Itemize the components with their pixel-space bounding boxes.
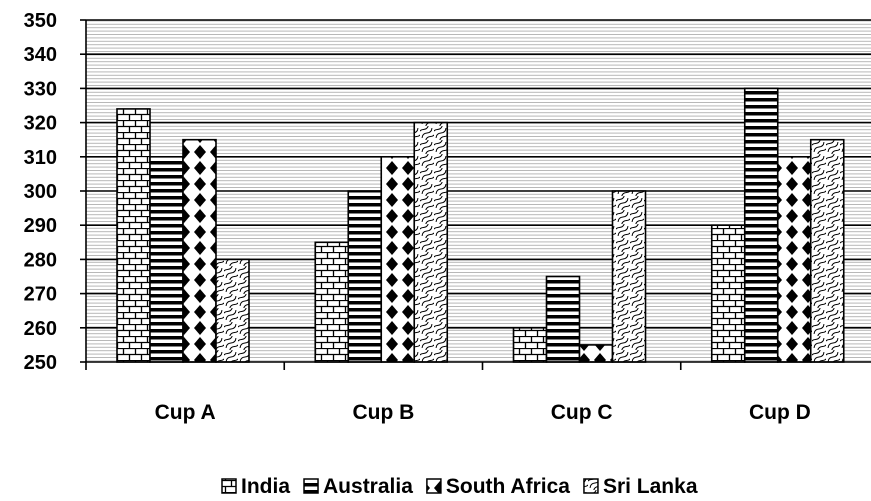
y-tick-label-270: 270 [24,284,57,306]
x-category-label-cup-c: Cup C [551,401,613,424]
bar-sri-lanka-cup-a [215,258,250,363]
bar-australia-cup-d [743,87,779,363]
bar-sri-lanka-cup-d [809,138,845,363]
y-tick-label-300: 300 [24,181,57,203]
bar-india-cup-d [710,224,746,363]
legend-swatch-south-africa [426,478,442,494]
x-category-label-cup-a: Cup A [155,401,216,424]
bar-south-africa-cup-d [776,156,812,363]
y-tick-label-250: 250 [24,352,57,374]
y-tick-label-330: 330 [24,78,57,100]
legend-label-sri-lanka: Sri Lanka [603,475,698,498]
bar-south-africa-cup-a [182,138,217,363]
x-axis-category-labels: Cup A Cup B Cup C Cup D [155,401,811,424]
bar-australia-cup-c [545,275,581,363]
bar-south-africa-cup-b [380,156,416,363]
x-category-label-cup-d: Cup D [749,401,811,424]
y-tick-label-280: 280 [24,249,57,271]
y-tick-label-290: 290 [24,215,57,237]
axes [80,19,871,370]
legend-label-india: India [241,475,290,498]
y-tick-label-260: 260 [24,318,57,340]
y-tick-label-340: 340 [24,44,57,66]
bar-south-africa-cup-c [578,344,614,363]
y-axis-tick-labels: 250 260 270 280 290 300 310 320 330 340 350 [24,10,57,374]
bar-australia-cup-b [347,190,383,363]
bar-india-cup-c [512,326,548,363]
bar-sri-lanka-cup-b [413,121,449,363]
y-tick-label-320: 320 [24,113,57,135]
bars [116,87,845,363]
legend-label-south-africa: South Africa [446,475,570,498]
y-tick-label-310: 310 [24,147,57,169]
bar-india-cup-a [116,108,151,363]
bar-australia-cup-a [149,156,184,363]
x-category-label-cup-b: Cup B [352,401,414,424]
legend-label-australia: Australia [323,475,413,498]
y-tick-label-350: 350 [24,10,57,32]
legend-swatch-india [221,478,237,494]
bar-india-cup-b [314,241,350,363]
legend: India Australia South Africa Sri Lanka [221,475,698,498]
legend-swatch-australia [303,478,319,494]
bar-sri-lanka-cup-c [611,190,647,363]
legend-swatch-sri-lanka [583,478,599,494]
